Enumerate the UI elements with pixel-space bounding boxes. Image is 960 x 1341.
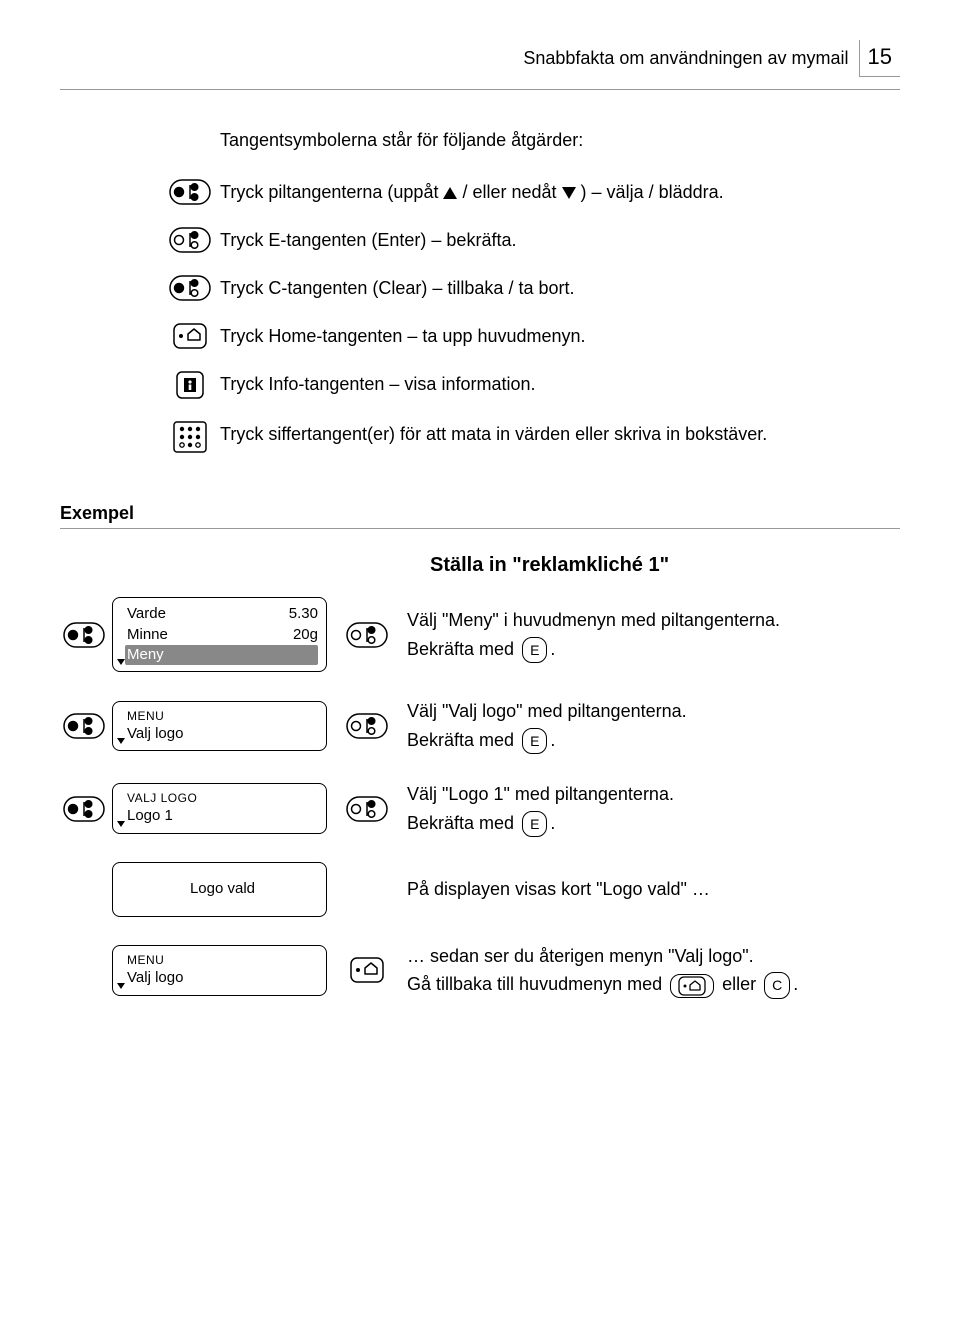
row3-text-a: Välj "Logo 1" med piltangenterna. <box>407 780 674 809</box>
home-icon <box>670 974 714 998</box>
enter-icon <box>343 622 391 648</box>
key-e-icon: E <box>522 811 547 837</box>
page-header: Snabbfakta om användningen av mymail 15 <box>60 40 900 77</box>
info-icon <box>160 371 220 399</box>
row4-text: På displayen visas kort "Logo vald" … <box>407 875 710 904</box>
enter-text: Tryck E-tangenten (Enter) – bekräfta. <box>220 227 516 253</box>
row5-text-b-post: . <box>793 974 798 994</box>
clear-icon <box>160 275 220 301</box>
example-subtitle: Ställa in "reklamkliché 1" <box>430 554 900 577</box>
legend-clear: Tryck C-tangenten (Clear) – tillbaka / t… <box>160 275 900 301</box>
legend-info: Tryck Info-tangenten – visa information. <box>160 371 900 399</box>
arrows-icon <box>60 622 108 648</box>
row5-text-b-mid: eller <box>722 974 761 994</box>
arrows-text-pre: Tryck piltangenterna (uppåt <box>220 182 443 202</box>
triangle-up-icon <box>443 187 457 199</box>
enter-icon <box>343 796 391 822</box>
home-icon <box>160 323 220 349</box>
key-c-icon: C <box>764 972 790 998</box>
legend-home: Tryck Home-tangenten – ta upp huvudmenyn… <box>160 323 900 349</box>
legend-enter: Tryck E-tangenten (Enter) – bekräfta. <box>160 227 900 253</box>
row1-text-b: Bekräfta med <box>407 639 519 659</box>
caret-down-icon <box>117 821 125 827</box>
legend-keypad: Tryck siffertangent(er) för att mata in … <box>160 421 900 453</box>
keypad-text: Tryck siffertangent(er) för att mata in … <box>220 421 767 447</box>
header-divider <box>60 89 900 90</box>
arrows-text-mid: / eller nedåt <box>462 182 561 202</box>
example-row-2: MENU Valj logo Välj "Valj logo" med pilt… <box>60 697 900 755</box>
row3-text-b: Bekräfta med <box>407 813 519 833</box>
arrows-icon <box>160 179 220 205</box>
legend-arrows: Tryck piltangenterna (uppåt / eller nedå… <box>160 179 900 205</box>
header-title: Snabbfakta om användningen av mymail <box>523 48 848 69</box>
key-e-icon: E <box>522 637 547 663</box>
info-text: Tryck Info-tangenten – visa information. <box>220 371 535 397</box>
caret-down-icon <box>117 738 125 744</box>
display-menu-valj-logo: MENU Valj logo <box>112 701 327 751</box>
display-main-menu: Varde5.30 Minne20g Meny <box>112 597 327 672</box>
arrows-icon <box>60 713 108 739</box>
row2-text-b: Bekräfta med <box>407 730 519 750</box>
row2-text-a: Välj "Valj logo" med piltangenterna. <box>407 697 687 726</box>
example-row-4: Logo vald På displayen visas kort "Logo … <box>60 862 900 916</box>
key-e-icon: E <box>522 728 547 754</box>
display-menu-valj-logo-return: MENU Valj logo <box>112 945 327 995</box>
enter-icon <box>160 227 220 253</box>
row1-text-a: Välj "Meny" i huvudmenyn med piltangente… <box>407 606 780 635</box>
enter-icon <box>343 713 391 739</box>
keypad-icon <box>160 421 220 453</box>
arrows-icon <box>60 796 108 822</box>
intro-text: Tangentsymbolerna står för följande åtgä… <box>220 130 900 151</box>
example-row-3: VALJ LOGO Logo 1 Välj "Logo 1" med pilta… <box>60 780 900 838</box>
example-row-5: MENU Valj logo … sedan ser du återigen m… <box>60 942 900 1000</box>
arrows-text-post: ) – välja / bläddra. <box>581 182 724 202</box>
home-text: Tryck Home-tangenten – ta upp huvudmenyn… <box>220 323 586 349</box>
page-number: 15 <box>859 40 900 77</box>
caret-down-icon <box>117 659 125 665</box>
display-valj-logo-1: VALJ LOGO Logo 1 <box>112 783 327 833</box>
clear-text: Tryck C-tangenten (Clear) – tillbaka / t… <box>220 275 574 301</box>
row5-text-b-pre: Gå tillbaka till huvudmenyn med <box>407 974 667 994</box>
home-icon <box>343 957 391 983</box>
example-heading: Exempel <box>60 503 900 529</box>
row5-text-a: … sedan ser du återigen menyn "Valj logo… <box>407 942 798 971</box>
example-row-1: Varde5.30 Minne20g Meny Välj "Meny" i hu… <box>60 597 900 672</box>
display-logo-vald: Logo vald <box>112 862 327 916</box>
triangle-down-icon <box>562 187 576 199</box>
caret-down-icon <box>117 983 125 989</box>
